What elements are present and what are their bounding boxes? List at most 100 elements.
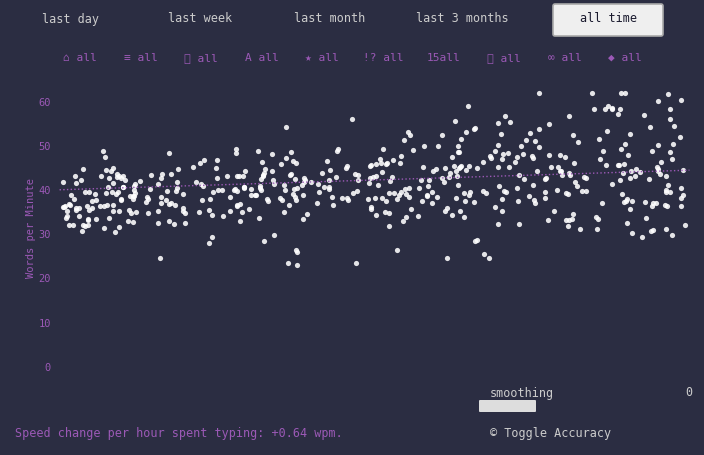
- Point: [326, 193, 337, 200]
- Point: [616, 191, 627, 198]
- Point: [453, 165, 464, 172]
- Point: [346, 116, 357, 123]
- Point: [113, 188, 124, 195]
- Point: [107, 207, 118, 214]
- Point: [365, 203, 377, 211]
- Point: [613, 161, 624, 168]
- Point: [180, 219, 191, 227]
- Point: [298, 178, 310, 186]
- Point: [221, 173, 232, 180]
- Point: [299, 177, 310, 184]
- Point: [268, 177, 279, 184]
- Point: [400, 186, 411, 193]
- Point: [258, 171, 269, 178]
- Text: ≡ all: ≡ all: [124, 53, 158, 63]
- Point: [548, 208, 560, 215]
- Point: [669, 122, 680, 130]
- Point: [662, 90, 674, 97]
- Point: [341, 163, 353, 170]
- Point: [290, 159, 301, 166]
- Point: [653, 141, 664, 148]
- Point: [677, 167, 689, 174]
- Point: [660, 188, 671, 196]
- Point: [601, 127, 612, 135]
- Point: [269, 232, 280, 239]
- Point: [567, 131, 578, 139]
- Point: [468, 198, 479, 205]
- Point: [60, 202, 71, 209]
- Point: [660, 201, 671, 208]
- Point: [365, 205, 376, 212]
- Point: [82, 222, 94, 229]
- Point: [387, 156, 398, 163]
- Point: [562, 190, 574, 197]
- Point: [205, 196, 216, 203]
- Point: [123, 207, 134, 214]
- Point: [589, 105, 600, 112]
- Point: [451, 172, 463, 179]
- Point: [465, 188, 476, 196]
- Point: [477, 158, 489, 166]
- Point: [489, 147, 501, 154]
- Point: [323, 183, 334, 190]
- Text: Speed change per hour spent typing: +0.64 wpm.: Speed change per hour spent typing: +0.6…: [15, 426, 343, 440]
- Point: [152, 207, 163, 214]
- Point: [317, 170, 328, 177]
- Point: [555, 167, 567, 174]
- Point: [278, 182, 289, 189]
- Point: [77, 228, 88, 235]
- Point: [529, 137, 541, 145]
- Point: [195, 180, 206, 187]
- Point: [279, 187, 291, 194]
- Point: [452, 148, 463, 155]
- Point: [363, 179, 375, 187]
- Point: [208, 189, 219, 196]
- Point: [275, 160, 287, 167]
- Point: [472, 165, 483, 172]
- Point: [77, 221, 89, 228]
- Text: last week: last week: [168, 12, 232, 25]
- Point: [108, 180, 119, 187]
- Point: [172, 178, 183, 185]
- Point: [455, 207, 466, 215]
- Point: [655, 158, 667, 165]
- Point: [660, 172, 672, 180]
- Point: [446, 212, 458, 219]
- Text: ⏱ all: ⏱ all: [184, 53, 218, 63]
- Point: [318, 183, 329, 190]
- Point: [351, 187, 363, 194]
- Point: [258, 173, 269, 180]
- Point: [662, 181, 674, 188]
- Point: [203, 207, 215, 214]
- Point: [286, 148, 297, 156]
- Point: [225, 193, 236, 201]
- Point: [665, 106, 676, 113]
- Point: [678, 192, 689, 199]
- Text: last day: last day: [42, 12, 99, 25]
- Point: [125, 210, 137, 217]
- Point: [163, 200, 175, 207]
- Point: [511, 153, 522, 160]
- Point: [142, 195, 153, 202]
- Point: [442, 205, 453, 212]
- Point: [378, 145, 389, 152]
- Point: [101, 189, 112, 196]
- Point: [381, 197, 392, 204]
- Point: [115, 195, 127, 202]
- Point: [363, 195, 374, 202]
- Point: [291, 247, 302, 254]
- Point: [95, 173, 106, 180]
- Point: [177, 208, 189, 215]
- Point: [102, 183, 113, 191]
- Point: [239, 184, 250, 191]
- Point: [661, 202, 672, 210]
- Point: [367, 173, 378, 180]
- Point: [417, 164, 429, 171]
- Point: [485, 154, 496, 162]
- Point: [620, 197, 631, 205]
- Point: [254, 184, 265, 192]
- Point: [470, 125, 481, 132]
- Point: [382, 160, 393, 167]
- Point: [250, 192, 261, 199]
- Point: [618, 160, 629, 167]
